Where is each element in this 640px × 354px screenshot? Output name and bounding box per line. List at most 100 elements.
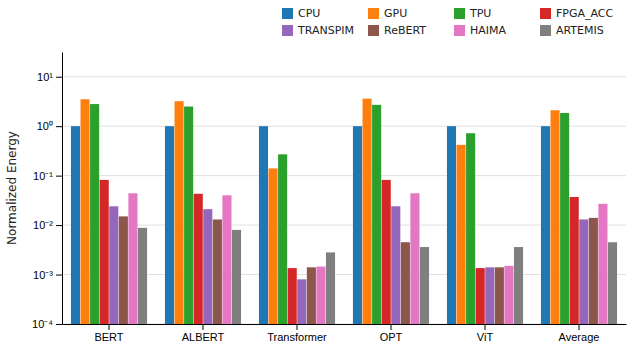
bar [504,266,513,324]
grid-line [62,76,626,77]
bar [203,209,212,324]
y-tick-label: 10⁻¹ [33,170,53,182]
bar [278,154,287,324]
bar [175,101,184,324]
x-tick-mark [485,324,486,330]
x-tick-label: BERT [94,331,123,343]
x-tick-label: Transformer [267,331,327,343]
legend-label: ARTEMIS [556,24,604,37]
y-tick: 10⁻³ [33,269,62,281]
legend-swatch [540,25,551,36]
bar [90,104,99,324]
bar [81,99,90,324]
y-tick-label: 10⁰ [37,120,53,132]
legend-label: TPU [469,7,491,20]
bar [316,267,325,324]
y-tick-label: 10¹ [37,71,53,83]
bar [326,252,335,324]
bar-series [90,104,569,324]
x-axis: BERT ALBERT Transformer OPT ViT Average [63,324,627,343]
bar-series [100,180,579,324]
bar [410,193,419,324]
legend-swatch [454,25,465,36]
x-tick-mark [203,324,204,330]
y-tick: 10⁰ [37,120,62,132]
x-tick: Average [559,324,600,343]
bar [138,228,147,324]
y-tick-label: 10⁻⁴ [32,318,53,330]
y-tick: 10⁻² [33,219,62,231]
x-tick-label: ALBERT [182,331,225,343]
legend-label: CPU [298,7,320,20]
x-tick-mark [391,324,392,330]
legend-item: ARTEMIS [540,24,604,37]
legend-item: GPU [368,7,407,20]
bar [119,216,128,324]
x-tick-mark [579,324,580,330]
bar [232,230,241,324]
bar [495,267,504,324]
x-tick-mark [297,324,298,330]
legend-swatch [454,8,465,19]
chart: 10⁻⁴ 10⁻³ 10⁻² 10⁻¹ 10⁰ 10¹ BERT ALBERT Transfor… [0,0,640,354]
bar [269,168,278,324]
bar [100,180,109,324]
bar [589,218,598,324]
x-tick: ALBERT [182,324,225,343]
x-tick: Transformer [267,324,327,343]
bar-series [81,99,560,324]
bar [128,193,137,324]
legend-swatch [368,25,379,36]
bars [71,99,617,324]
x-tick: OPT [380,324,403,343]
y-tick: 10¹ [37,71,62,83]
y-axis-line [62,53,63,325]
x-tick-mark [109,324,110,330]
legend-item: CPU [282,7,320,20]
bar [401,242,410,324]
bar [372,105,381,324]
legend-swatch [368,8,379,19]
x-tick: BERT [94,324,123,343]
bar [608,242,617,324]
bar [222,195,231,324]
bar [288,268,297,324]
legend-item: TPU [454,7,491,20]
y-axis-title: Normalized Energy [5,131,19,245]
legend-label: HAIMA [470,24,507,37]
y-tick-mark [56,275,62,276]
bar [391,206,400,324]
bar [184,107,193,324]
bar [560,113,569,324]
legend-label: GPU [384,7,407,20]
x-tick-label: ViT [477,331,494,343]
bar [71,126,80,324]
bar [551,110,560,324]
bar [466,133,475,324]
y-tick-label: 10⁻³ [33,269,53,281]
plot-area: 10⁻⁴ 10⁻³ 10⁻² 10⁻¹ 10⁰ 10¹ BERT ALBERT Transfor… [32,53,626,343]
bar [541,126,550,324]
bar [382,180,391,324]
legend-item: FPGA_ACC [540,7,614,20]
bar [570,197,579,324]
y-tick-mark [56,126,62,127]
bar [457,145,466,324]
legend-label: TRANSPIM [297,24,354,37]
bar-series [109,206,588,324]
y-tick-mark [56,324,62,325]
y-tick-mark [56,77,62,78]
y-tick-mark [56,176,62,177]
bar [447,126,456,324]
bar [485,267,494,324]
bar-series [128,193,607,324]
legend-item: TRANSPIM [282,24,354,37]
y-axis: 10⁻⁴ 10⁻³ 10⁻² 10⁻¹ 10⁰ 10¹ [32,53,62,331]
bar [259,126,268,324]
bar-series [138,228,617,324]
legend-label: ReBERT [384,24,426,37]
bar [109,206,118,324]
bar-series [71,126,550,324]
x-tick-label: Average [559,331,600,343]
bar [165,126,174,324]
